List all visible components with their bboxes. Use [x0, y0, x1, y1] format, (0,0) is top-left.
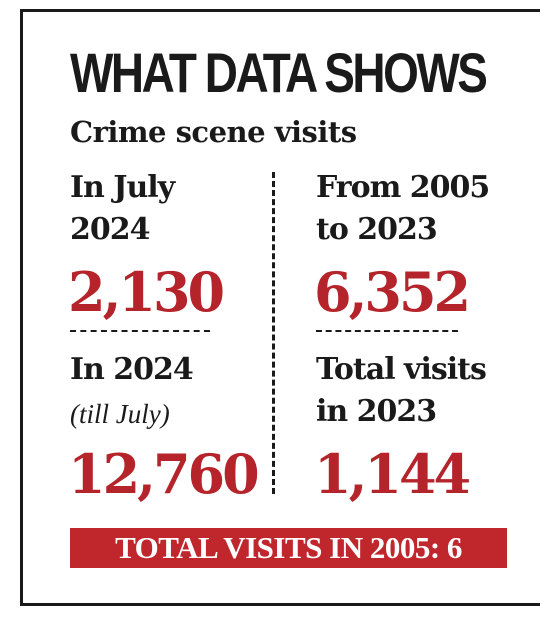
divider-left: [70, 330, 210, 332]
stat-label-2023-line2: in 2023: [316, 394, 437, 429]
stat-label-2024: In 2024: [70, 352, 194, 387]
stat-label-2005-2023-line2: to 2023: [316, 212, 438, 247]
stat-label-2023-line1: Total visits: [316, 352, 487, 387]
infographic-frame: [20, 9, 540, 606]
total-banner: TOTAL VISITS IN 2005: 6: [70, 528, 507, 568]
stat-value-july-2024: 2,130: [68, 260, 225, 324]
infographic-title: WHAT DATA SHOWS: [70, 41, 488, 104]
stat-note-till-july: (till July): [70, 399, 170, 429]
total-banner-text: TOTAL VISITS IN 2005: 6: [115, 530, 462, 565]
divider-right: [316, 330, 458, 332]
infographic-subtitle: Crime scene visits: [70, 115, 357, 149]
stat-label-july-2024-line2: 2024: [70, 212, 150, 247]
stat-value-2005-2023: 6,352: [314, 260, 471, 324]
stat-label-2005-2023-line1: From 2005: [316, 170, 490, 205]
stat-value-2023: 1,144: [314, 442, 471, 506]
stat-label-july-2024-line1: In July: [70, 170, 175, 205]
stat-value-2024: 12,760: [68, 442, 260, 506]
column-divider: [272, 172, 275, 494]
